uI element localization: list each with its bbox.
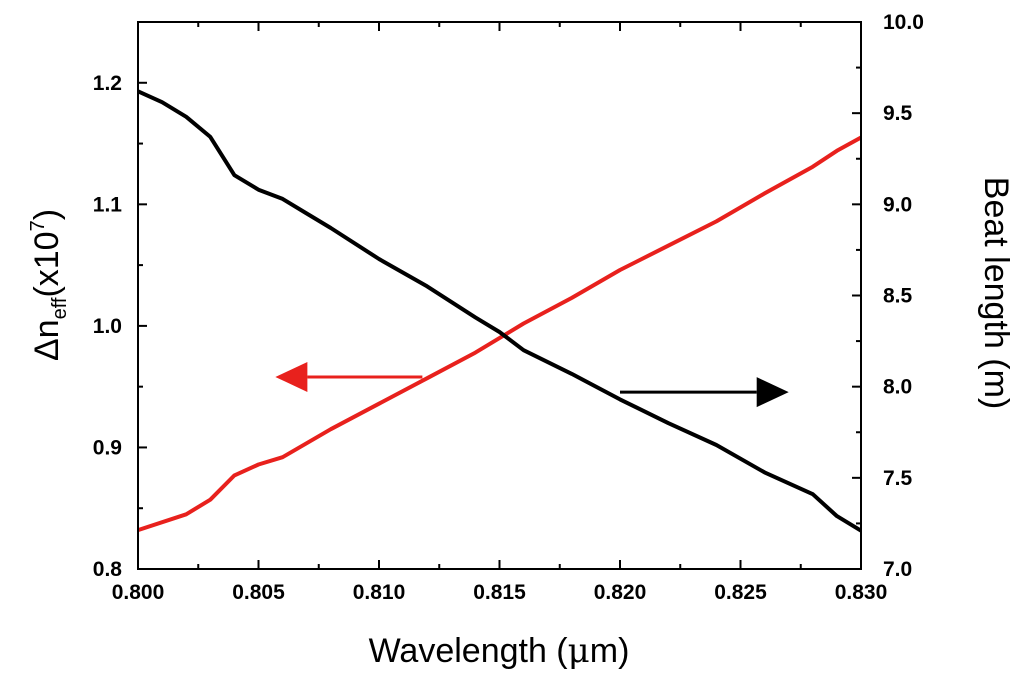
y-right-tick-label: 10.0 bbox=[883, 11, 924, 34]
x-tick-label: 0.800 bbox=[112, 581, 165, 604]
arrow-left bbox=[275, 361, 423, 392]
y-left-tick-label: 1.0 bbox=[93, 315, 122, 338]
x-tick-label: 0.830 bbox=[835, 581, 888, 604]
x-tick-label: 0.805 bbox=[232, 581, 285, 604]
tick-layer: 0.800 0.805 0.810 0.815 0.820 0.825 0.830 0.8 0.… bbox=[93, 11, 924, 604]
y-left-tick-label: 0.9 bbox=[93, 436, 122, 459]
y-left-tick-label: 0.8 bbox=[93, 558, 123, 581]
arrow-right bbox=[620, 377, 789, 408]
y-left-title-mid: (x10 bbox=[28, 231, 66, 297]
x-tick-label: 0.825 bbox=[714, 581, 767, 604]
y-left-tick-label: 1.2 bbox=[93, 72, 122, 95]
x-tick-label: 0.815 bbox=[473, 581, 526, 604]
y-right-tick-label: 7.0 bbox=[883, 558, 912, 581]
y-left-tick-label: 1.1 bbox=[93, 193, 123, 216]
y-left-title-sub: eff bbox=[49, 297, 71, 319]
plot-frame bbox=[137, 21, 862, 570]
x-tick-label: 0.820 bbox=[594, 581, 647, 604]
y-right-axis-title: Beat length (m) bbox=[977, 177, 1015, 409]
series-layer bbox=[137, 89, 863, 533]
y-left-title-sup: 7 bbox=[27, 220, 49, 231]
y-right-tick-label: 9.5 bbox=[883, 102, 913, 125]
y-right-tick-label: 8.5 bbox=[883, 285, 913, 308]
y-left-title-delta: Δn bbox=[28, 319, 66, 361]
y-right-tick-label: 7.5 bbox=[883, 467, 913, 490]
x-axis-title-main: Wavelength ( bbox=[369, 632, 569, 670]
x-axis-title: Wavelength (μm) bbox=[369, 631, 630, 671]
arrow-head bbox=[275, 361, 308, 392]
x-tick-label: 0.810 bbox=[353, 581, 406, 604]
series-line-right bbox=[137, 89, 863, 533]
series-line-left bbox=[137, 135, 862, 533]
arrow-head bbox=[756, 377, 789, 408]
y-left-title-close: ) bbox=[28, 209, 66, 220]
annotation-layer bbox=[275, 361, 789, 408]
x-axis-title-tail: m) bbox=[590, 632, 630, 670]
y-left-axis-title: Δneff(x107) bbox=[27, 209, 71, 361]
y-right-tick-label: 9.0 bbox=[883, 193, 912, 216]
y-right-tick-label: 8.0 bbox=[883, 376, 912, 399]
x-axis-title-mu: μ bbox=[568, 631, 590, 671]
